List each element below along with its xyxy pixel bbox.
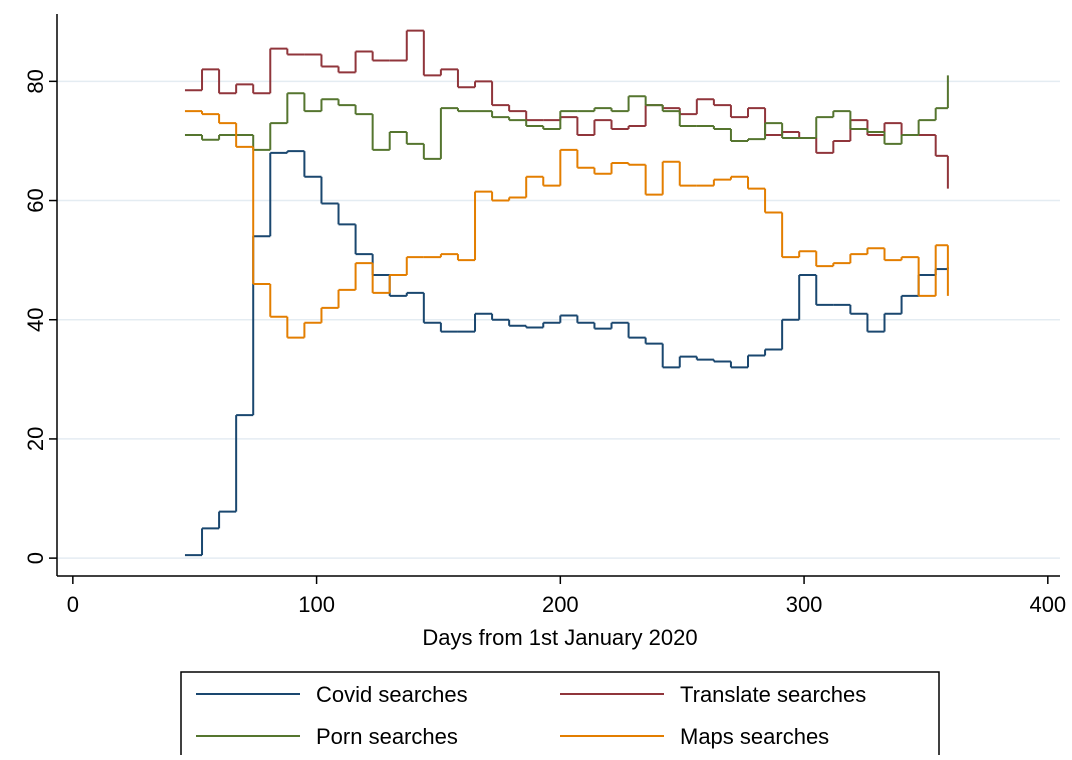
x-tick-label: 200 <box>542 592 579 617</box>
y-tick-label: 20 <box>23 427 48 451</box>
x-axis-label: Days from 1st January 2020 <box>422 625 697 650</box>
legend-box <box>180 671 940 760</box>
legend-label: Covid searches <box>316 682 468 707</box>
x-tick-label: 100 <box>298 592 335 617</box>
legend-label: Maps searches <box>680 724 829 749</box>
y-tick-label: 80 <box>23 69 48 93</box>
x-tick-label: 400 <box>1029 592 1066 617</box>
y-tick-label: 60 <box>23 188 48 212</box>
legend-label: Translate searches <box>680 682 866 707</box>
y-tick-label: 0 <box>23 552 48 564</box>
x-tick-label: 300 <box>786 592 823 617</box>
y-tick-label: 40 <box>23 307 48 331</box>
x-tick-label: 0 <box>67 592 79 617</box>
step-riser <box>201 111 949 338</box>
step-riser <box>201 151 949 556</box>
legend-label: Porn searches <box>316 724 458 749</box>
